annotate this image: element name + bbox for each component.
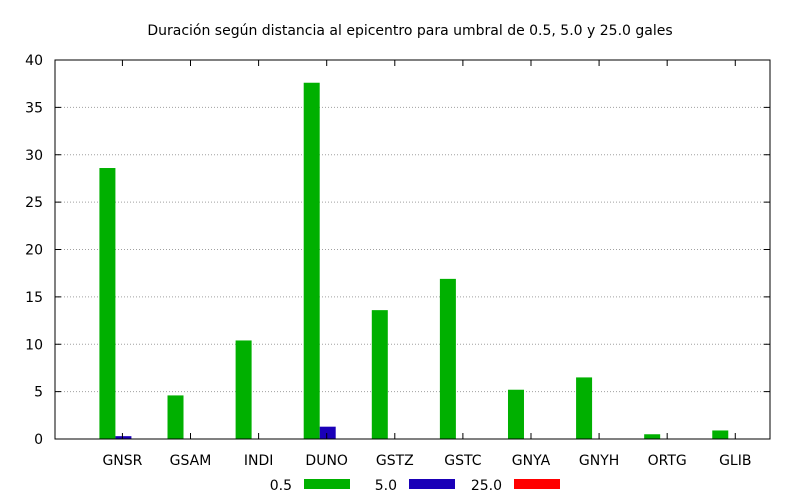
bar-gnya-0_5 [507,389,524,439]
y-tick-label: 0 [34,432,43,448]
x-tick-label: GNYH [579,453,619,469]
bar-gsam-0_5 [167,395,184,439]
y-tick-label: 15 [25,290,43,306]
bar-gnsr-5_0 [115,436,132,439]
legend-swatch [514,479,560,489]
x-tick-label: GSTZ [376,453,414,469]
y-axis: 0 5 10 15 20 25 30 35 40 [25,53,770,448]
x-tick-label: INDI [244,453,274,469]
bar-gnsr-0_5 [99,168,116,439]
legend-label: 5.0 [375,478,397,494]
x-tick-label: GSAM [170,453,212,469]
bar-duno-0_5 [303,82,320,440]
y-tick-label: 40 [25,53,43,69]
x-tick-label: DUNO [305,453,348,469]
bar-ortg-0_5 [644,434,661,439]
y-tick-label: 35 [25,100,43,116]
y-tick-label: 20 [25,243,43,259]
legend-swatch [409,479,455,489]
y-tick-label: 30 [25,148,43,164]
grid-lines [55,106,770,393]
legend-swatch [304,479,350,489]
legend: 0.5 5.0 25.0 [270,478,560,494]
bar-gstz-0_5 [371,310,388,439]
x-tick-label: GNSR [102,453,142,469]
bar-gstc-0_5 [439,278,456,439]
bar-indi-0_5 [235,340,252,439]
legend-label: 0.5 [270,478,292,494]
legend-label: 25.0 [471,478,502,494]
bar-duno-5_0 [319,426,336,439]
y-tick-label: 25 [25,195,43,211]
bar-gnyh-0_5 [576,377,593,439]
y-tick-label: 10 [25,337,43,353]
x-tick-label: GNYA [512,453,551,469]
bar-glib-0_5 [712,430,729,439]
bars [99,82,729,440]
x-tick-label: GLIB [719,453,751,469]
x-tick-label: ORTG [648,453,687,469]
chart-title: Duración según distancia al epicentro pa… [147,23,672,39]
x-axis: GNSR GSAM INDI DUNO GSTZ GSTC GNYA GNYH ORTG GLIB [102,60,751,469]
y-tick-label: 5 [34,385,43,401]
x-tick-label: GSTC [444,453,481,469]
